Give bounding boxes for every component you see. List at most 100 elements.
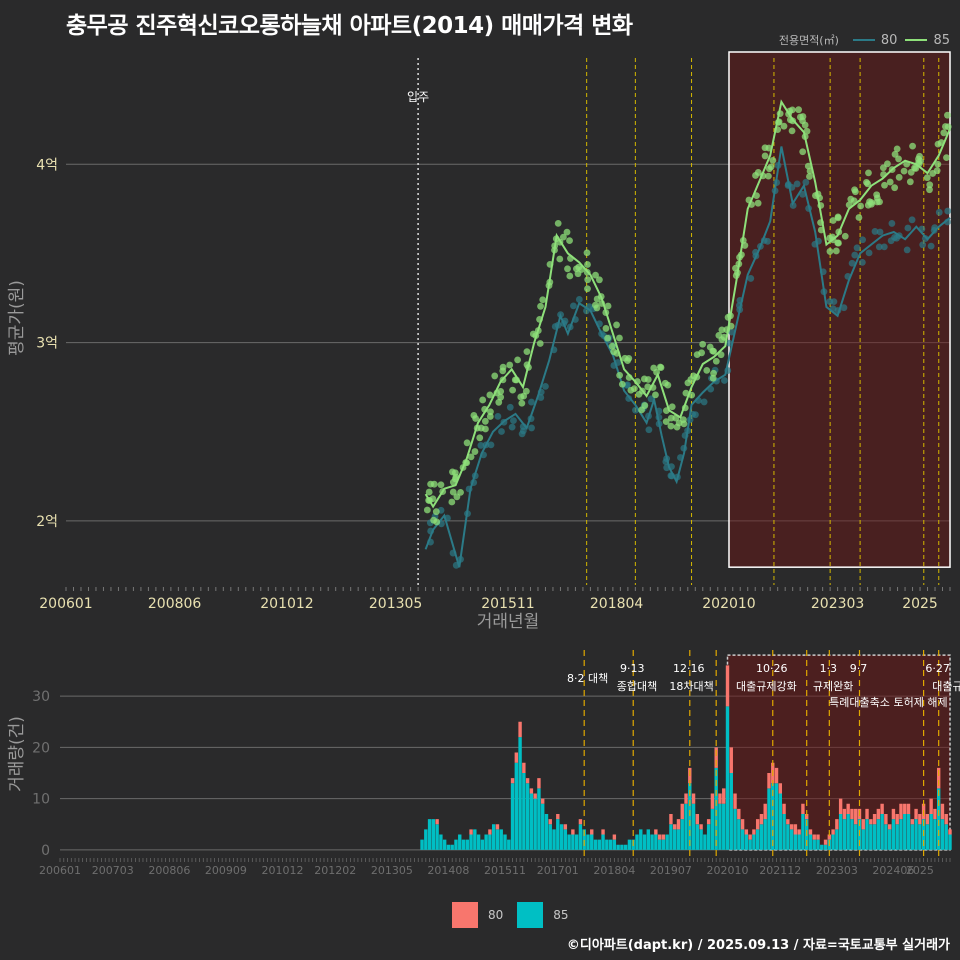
- price-x-tick-label: 201511: [481, 596, 534, 612]
- volume-bar-85: [586, 834, 590, 850]
- price-point-85: [652, 391, 659, 399]
- volume-bar-85: [771, 783, 775, 850]
- volume-bar-85: [661, 839, 666, 850]
- price-point-85: [857, 202, 865, 210]
- volume-bar-85: [903, 814, 907, 850]
- price-point-80: [506, 403, 514, 411]
- price-point-80: [859, 236, 867, 244]
- price-point-85: [944, 111, 951, 119]
- volume-bar-80: [895, 814, 899, 825]
- price-x-tick-label: 201012: [260, 596, 313, 612]
- volume-bar-85: [454, 839, 458, 850]
- chart-title: 충무공 진주혁신코오롱하늘채 아파트(2014) 매매가격 변화: [66, 13, 633, 39]
- volume-bar-80: [808, 829, 813, 835]
- price-point-85: [829, 217, 837, 224]
- volume-bar-85: [518, 737, 522, 850]
- price-point-85: [699, 340, 707, 348]
- volume-bar-85: [820, 844, 824, 850]
- price-point-85: [593, 304, 601, 312]
- volume-bar-85: [812, 839, 816, 850]
- price-point-85: [761, 152, 769, 160]
- volume-bar-80: [936, 767, 941, 789]
- volume-bar-80: [763, 803, 767, 820]
- price-point-80: [853, 244, 861, 252]
- volume-bar-80: [801, 803, 805, 814]
- price-point-85: [635, 390, 643, 398]
- volume-x-tick-label: 201305: [371, 864, 413, 877]
- volume-bar-80: [706, 819, 711, 825]
- price-point-85: [566, 272, 574, 280]
- price-point-85: [437, 481, 445, 489]
- price-point-85: [616, 334, 623, 342]
- price-point-85: [851, 186, 858, 194]
- volume-bar-80: [669, 814, 673, 825]
- volume-bar-85: [616, 844, 620, 850]
- price-point-85: [788, 127, 796, 135]
- volume-x-tick-label: 202112: [759, 864, 801, 877]
- volume-bar-85: [865, 819, 869, 850]
- volume-bar-85: [529, 793, 534, 850]
- volume-bar-80: [563, 824, 568, 830]
- price-line-80: [424, 146, 951, 568]
- price-point-85: [595, 276, 603, 284]
- volume-bar-85: [507, 839, 511, 850]
- price-point-85: [506, 361, 514, 369]
- volume-bar-85: [774, 783, 779, 850]
- price-point-80: [826, 298, 834, 305]
- volume-bar-85: [899, 819, 903, 850]
- price-point-80: [789, 202, 797, 209]
- price-point-80: [570, 302, 577, 310]
- price-point-80: [903, 246, 911, 254]
- volume-bar-80: [771, 762, 775, 784]
- price-point-80: [508, 423, 516, 431]
- price-point-85: [795, 106, 803, 114]
- price-point-80: [647, 395, 655, 403]
- volume-bar-85: [431, 819, 436, 850]
- volume-bar-85: [446, 844, 451, 850]
- volume-bar-80: [940, 803, 945, 820]
- price-point-85: [873, 191, 881, 199]
- price-point-85: [832, 247, 840, 255]
- volume-bar-85: [767, 788, 771, 850]
- volume-x-tick-label: 200806: [148, 864, 190, 877]
- volume-bar-85: [804, 819, 809, 850]
- volume-bar-80: [488, 829, 492, 835]
- volume-bar-85: [940, 819, 945, 850]
- volume-bar-85: [473, 829, 477, 850]
- price-point-80: [721, 377, 728, 384]
- policy-label: 종합대책: [617, 680, 657, 693]
- volume-bar-80: [733, 793, 737, 809]
- price-point-85: [667, 422, 675, 430]
- volume-bar-85: [733, 808, 737, 850]
- volume-bar-85: [574, 834, 579, 850]
- price-point-85: [430, 480, 438, 488]
- volume-bar-85: [439, 834, 443, 850]
- volume-bar-80: [514, 752, 519, 763]
- volume-bar-85: [880, 814, 884, 850]
- price-y-tick-label: 4억: [36, 157, 58, 173]
- price-point-85: [780, 122, 788, 130]
- volume-bar-85: [537, 788, 541, 850]
- volume-bar-85: [786, 824, 790, 850]
- price-point-85: [592, 271, 599, 279]
- price-point-85: [471, 448, 479, 455]
- legend-swatch-85: [905, 39, 928, 41]
- volume-bar-85: [914, 819, 918, 850]
- price-point-85: [425, 488, 433, 496]
- volume-bar-85: [635, 834, 639, 850]
- volume-bar-85: [910, 824, 914, 850]
- volume-bar-80: [590, 829, 594, 835]
- policy-label: 대출규제강화: [736, 680, 797, 693]
- volume-bar-80: [601, 829, 605, 835]
- price-point-80: [510, 417, 517, 425]
- price-point-85: [602, 325, 610, 332]
- price-point-85: [497, 388, 505, 395]
- volume-bar-80: [921, 803, 926, 820]
- volume-bar-85: [612, 839, 617, 850]
- volume-bar-80: [740, 819, 745, 830]
- price-point-85: [761, 144, 769, 152]
- volume-bar-80: [729, 747, 733, 773]
- volume-bar-80: [838, 798, 843, 814]
- price-point-85: [584, 261, 591, 268]
